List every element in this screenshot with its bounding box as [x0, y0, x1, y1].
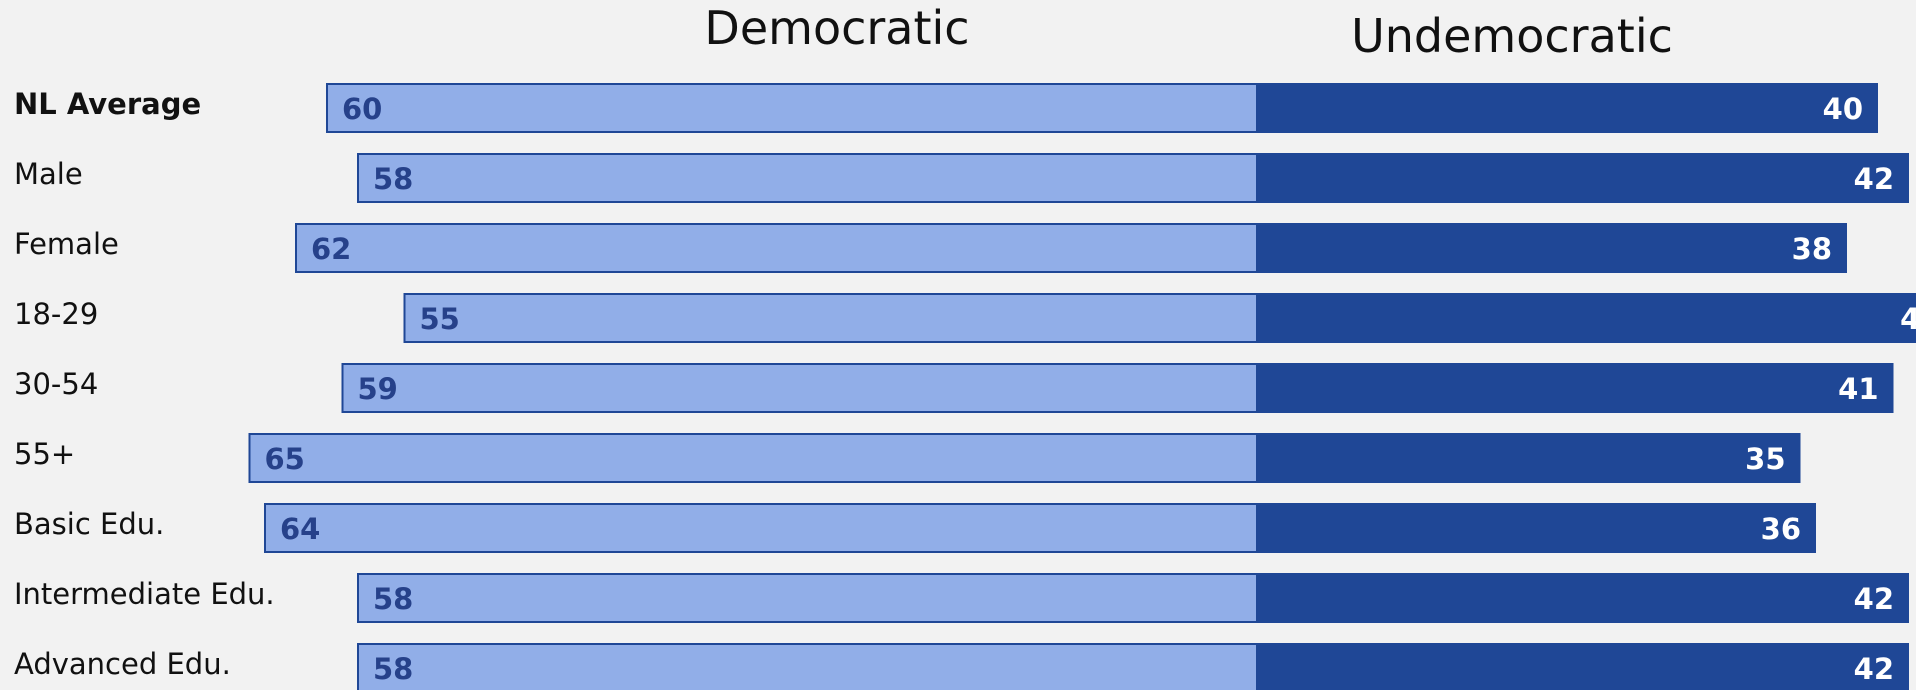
value-label-democratic: 58 [373, 582, 413, 616]
category-label: 18-29 [14, 297, 98, 331]
bar-democratic [264, 503, 1258, 553]
header-undemocratic: Undemocratic [1351, 9, 1673, 63]
bar-undemocratic [1256, 643, 1909, 690]
value-label-undemocratic: 42 [1854, 652, 1894, 686]
value-label-undemocratic: 40 [1823, 92, 1863, 126]
category-label: Male [14, 157, 83, 191]
bar-undemocratic [1256, 573, 1909, 623]
value-label-democratic: 58 [373, 652, 413, 686]
value-label-democratic: 59 [358, 372, 398, 406]
value-label-democratic: 64 [280, 512, 320, 546]
value-label-undemocratic: 38 [1792, 232, 1832, 266]
bar-undemocratic [1256, 503, 1816, 553]
category-label: 30-54 [14, 367, 98, 401]
category-label: Female [14, 227, 119, 261]
bar-democratic [341, 363, 1258, 413]
value-label-democratic: 58 [373, 162, 413, 196]
bar-democratic [357, 573, 1258, 623]
value-label-undemocratic: 42 [1854, 582, 1894, 616]
category-label: Advanced Edu. [14, 647, 231, 681]
value-label-democratic: 60 [342, 92, 382, 126]
bar-democratic [326, 83, 1258, 133]
category-label: Basic Edu. [14, 507, 164, 541]
bar-undemocratic [1256, 293, 1916, 343]
chart-rows: NL Average 60 40 Male 58 42 Female 62 38 18-29 55 4… [14, 83, 1916, 690]
category-label: NL Average [14, 87, 201, 121]
bar-democratic [357, 643, 1258, 690]
value-label-undemocratic: 35 [1745, 442, 1785, 476]
bar-democratic [357, 153, 1258, 203]
value-label-undemocratic: 41 [1838, 372, 1878, 406]
category-label: Intermediate Edu. [14, 577, 275, 611]
category-label: 55+ [14, 437, 75, 471]
value-label-democratic: 65 [265, 442, 305, 476]
bar-democratic [248, 433, 1258, 483]
bar-democratic [403, 293, 1258, 343]
bar-undemocratic [1256, 83, 1878, 133]
value-label-undemocratic: 45 [1900, 302, 1916, 336]
bar-undemocratic [1256, 153, 1909, 203]
value-label-democratic: 62 [311, 232, 351, 266]
value-label-democratic: 55 [420, 302, 460, 336]
bar-undemocratic [1256, 433, 1801, 483]
value-label-undemocratic: 42 [1854, 162, 1894, 196]
bar-undemocratic [1256, 363, 1894, 413]
bar-undemocratic [1256, 223, 1847, 273]
bar-democratic [295, 223, 1258, 273]
value-label-undemocratic: 36 [1761, 512, 1801, 546]
header-democratic: Democratic [704, 1, 969, 55]
